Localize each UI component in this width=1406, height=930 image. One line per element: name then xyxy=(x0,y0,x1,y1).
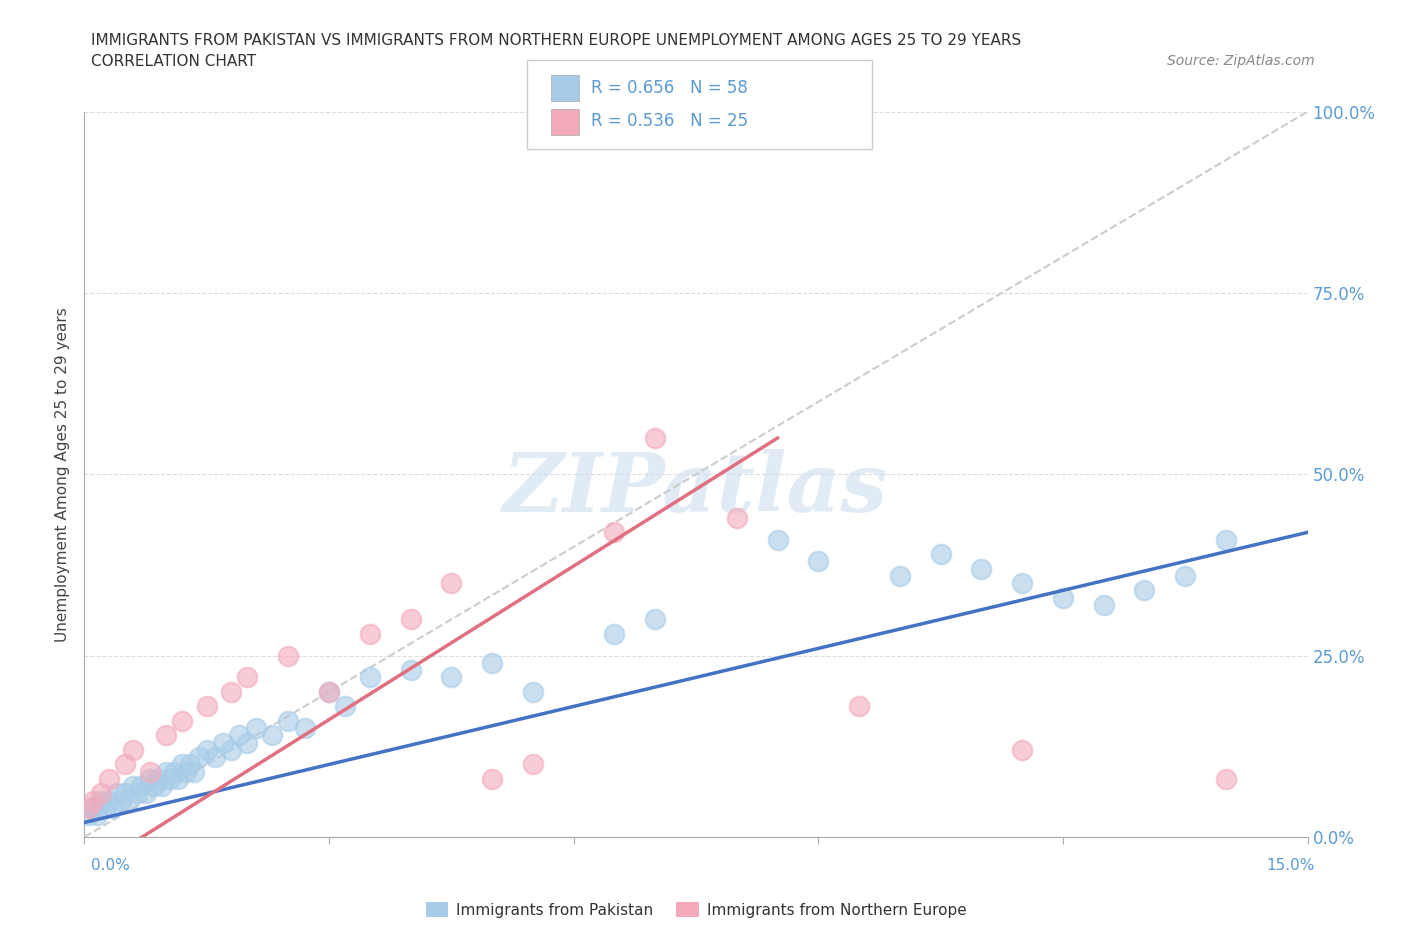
Point xyxy=(1092,597,1115,612)
Point xyxy=(155,728,177,743)
Point xyxy=(228,728,250,743)
Point xyxy=(174,764,197,779)
Point xyxy=(138,772,160,787)
Point xyxy=(725,511,748,525)
Point xyxy=(82,801,104,816)
Point xyxy=(122,778,145,793)
Point xyxy=(644,612,666,627)
Point xyxy=(399,612,422,627)
Point xyxy=(110,793,132,808)
Point xyxy=(277,648,299,663)
Point xyxy=(481,656,503,671)
Point xyxy=(318,684,340,699)
Point xyxy=(603,525,626,539)
Point xyxy=(1215,772,1237,787)
Point xyxy=(179,757,201,772)
Point xyxy=(219,742,242,757)
Point xyxy=(163,764,186,779)
Point xyxy=(167,772,190,787)
Text: 15.0%: 15.0% xyxy=(1267,857,1315,872)
Point xyxy=(1215,532,1237,547)
Point xyxy=(82,793,104,808)
Point xyxy=(105,786,128,801)
Point xyxy=(135,786,157,801)
Point xyxy=(187,750,209,764)
Point xyxy=(172,713,194,728)
Point xyxy=(86,808,108,823)
Point xyxy=(245,721,267,736)
Point xyxy=(212,736,235,751)
Point xyxy=(277,713,299,728)
Point xyxy=(970,561,993,576)
Point xyxy=(318,684,340,699)
Point xyxy=(150,778,173,793)
Point xyxy=(114,786,136,801)
Text: ZIPatlas: ZIPatlas xyxy=(503,449,889,529)
Text: IMMIGRANTS FROM PAKISTAN VS IMMIGRANTS FROM NORTHERN EUROPE UNEMPLOYMENT AMONG A: IMMIGRANTS FROM PAKISTAN VS IMMIGRANTS F… xyxy=(91,33,1022,47)
Point xyxy=(359,627,381,642)
Point xyxy=(1011,576,1033,591)
Point xyxy=(481,772,503,787)
Point xyxy=(159,772,181,787)
Point xyxy=(131,778,153,793)
Point xyxy=(440,670,463,684)
Y-axis label: Unemployment Among Ages 25 to 29 years: Unemployment Among Ages 25 to 29 years xyxy=(55,307,70,642)
Point xyxy=(204,750,226,764)
Point xyxy=(77,808,100,823)
Point xyxy=(97,793,120,808)
Point xyxy=(807,554,830,569)
Point xyxy=(127,786,149,801)
Point xyxy=(219,684,242,699)
Point xyxy=(93,801,115,816)
Point xyxy=(183,764,205,779)
Point xyxy=(1052,591,1074,605)
Point xyxy=(90,793,112,808)
Point xyxy=(929,547,952,562)
Text: CORRELATION CHART: CORRELATION CHART xyxy=(91,54,256,69)
Point xyxy=(603,627,626,642)
Point xyxy=(90,786,112,801)
Point xyxy=(122,742,145,757)
Point xyxy=(101,801,124,816)
Point xyxy=(236,736,259,751)
Point xyxy=(195,699,218,714)
Point xyxy=(118,793,141,808)
Point xyxy=(97,772,120,787)
Point xyxy=(77,801,100,816)
Point xyxy=(522,684,544,699)
Point xyxy=(399,663,422,678)
Point xyxy=(440,576,463,591)
Point xyxy=(260,728,283,743)
Text: R = 0.656   N = 58: R = 0.656 N = 58 xyxy=(591,79,748,97)
Text: 0.0%: 0.0% xyxy=(91,857,131,872)
Point xyxy=(359,670,381,684)
Point xyxy=(1174,568,1197,583)
Point xyxy=(1011,742,1033,757)
Point xyxy=(114,757,136,772)
Legend: Immigrants from Pakistan, Immigrants from Northern Europe: Immigrants from Pakistan, Immigrants fro… xyxy=(419,896,973,923)
Point xyxy=(172,757,194,772)
Text: R = 0.536   N = 25: R = 0.536 N = 25 xyxy=(591,113,748,130)
Point xyxy=(142,778,165,793)
Point xyxy=(138,764,160,779)
Point xyxy=(294,721,316,736)
Point xyxy=(236,670,259,684)
Point xyxy=(155,764,177,779)
Text: Source: ZipAtlas.com: Source: ZipAtlas.com xyxy=(1167,54,1315,68)
Point xyxy=(1133,583,1156,598)
Point xyxy=(644,431,666,445)
Point xyxy=(335,699,357,714)
Point xyxy=(195,742,218,757)
Point xyxy=(146,772,169,787)
Point xyxy=(766,532,789,547)
Point xyxy=(889,568,911,583)
Point xyxy=(522,757,544,772)
Point xyxy=(848,699,870,714)
